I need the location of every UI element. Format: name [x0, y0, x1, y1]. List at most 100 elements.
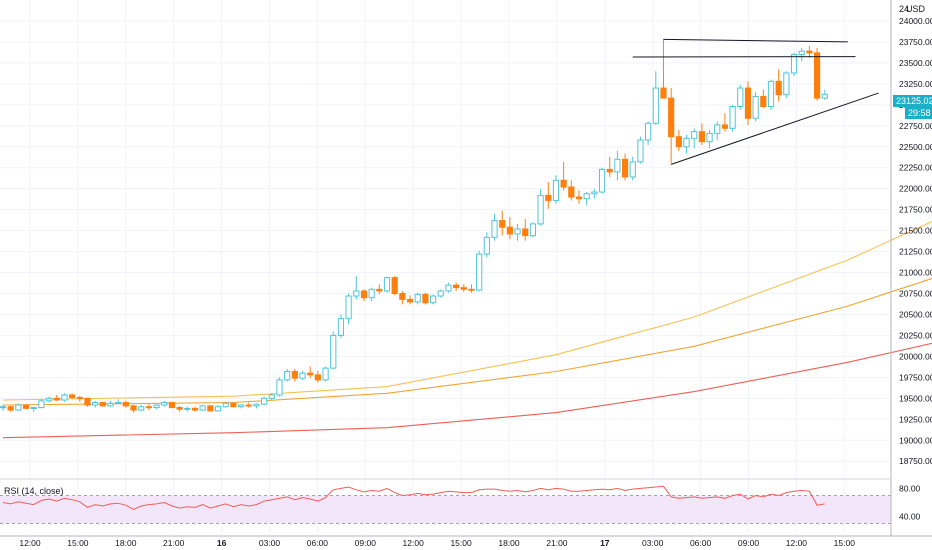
candle[interactable]	[414, 292, 421, 305]
candle[interactable]	[406, 295, 414, 305]
candle[interactable]	[345, 293, 352, 325]
candle[interactable]	[284, 368, 291, 382]
candle[interactable]	[115, 399, 122, 405]
candle[interactable]	[537, 188, 544, 226]
candle[interactable]	[130, 405, 137, 413]
candles[interactable]	[0, 39, 828, 413]
candle[interactable]	[775, 69, 782, 102]
candle[interactable]	[691, 128, 698, 149]
trendlines[interactable]	[632, 38, 879, 165]
candle[interactable]	[721, 113, 729, 132]
candle[interactable]	[99, 401, 106, 407]
candle[interactable]	[445, 282, 452, 293]
candle[interactable]	[291, 368, 298, 382]
candle[interactable]	[353, 275, 360, 300]
candle[interactable]	[214, 405, 222, 412]
candle[interactable]	[560, 161, 567, 191]
candle[interactable]	[729, 104, 736, 132]
candle[interactable]	[391, 275, 398, 296]
candle[interactable]	[591, 188, 598, 199]
candle[interactable]	[522, 218, 529, 241]
candle[interactable]	[714, 121, 721, 141]
candle[interactable]	[606, 156, 613, 177]
candle[interactable]	[529, 222, 537, 238]
candle[interactable]	[783, 71, 790, 99]
trendline-1[interactable]	[663, 38, 848, 43]
candle[interactable]	[476, 250, 483, 291]
candle[interactable]	[138, 405, 145, 411]
candle[interactable]	[429, 294, 437, 305]
candle[interactable]	[61, 393, 68, 402]
candle[interactable]	[376, 284, 383, 295]
candle[interactable]	[15, 403, 22, 411]
candle[interactable]	[168, 401, 176, 409]
trendline-3[interactable]	[670, 92, 879, 165]
candle[interactable]	[491, 213, 498, 241]
candle[interactable]	[207, 405, 214, 412]
candle[interactable]	[53, 394, 60, 401]
candle[interactable]	[545, 181, 552, 209]
candle[interactable]	[660, 39, 667, 99]
candle[interactable]	[422, 292, 429, 305]
candle[interactable]	[468, 284, 475, 293]
candle[interactable]	[675, 129, 682, 151]
candle[interactable]	[706, 129, 713, 149]
candle[interactable]	[483, 232, 490, 258]
candle[interactable]	[191, 406, 199, 412]
candle[interactable]	[737, 84, 744, 110]
candle[interactable]	[767, 79, 775, 110]
candle[interactable]	[253, 403, 260, 409]
candle[interactable]	[261, 396, 268, 406]
rsi-label[interactable]: RSI (14, close)	[4, 486, 64, 496]
candle[interactable]	[176, 405, 183, 412]
candle[interactable]	[514, 223, 521, 241]
candle[interactable]	[330, 331, 337, 369]
candle[interactable]	[813, 47, 821, 101]
candle[interactable]	[337, 314, 345, 338]
candle[interactable]	[76, 395, 83, 402]
candle[interactable]	[399, 290, 406, 305]
candle[interactable]	[30, 406, 37, 412]
rsi-pane[interactable]: RSI (14, close)	[0, 485, 891, 524]
candle[interactable]	[69, 393, 76, 400]
candle[interactable]	[629, 156, 636, 181]
candle[interactable]	[360, 289, 368, 302]
candle[interactable]	[122, 400, 129, 408]
candle[interactable]	[84, 397, 91, 407]
candle[interactable]	[499, 210, 506, 236]
candle[interactable]	[153, 404, 160, 410]
candle[interactable]	[652, 71, 659, 125]
candle[interactable]	[645, 121, 652, 146]
candle[interactable]	[568, 180, 575, 201]
candle[interactable]	[7, 405, 14, 412]
candle[interactable]	[806, 46, 813, 58]
candle[interactable]	[760, 89, 767, 109]
candle[interactable]	[237, 404, 245, 409]
candle[interactable]	[752, 92, 759, 122]
candle[interactable]	[307, 366, 314, 379]
candle[interactable]	[268, 393, 275, 401]
candle[interactable]	[276, 377, 283, 397]
candle[interactable]	[575, 190, 583, 204]
candle[interactable]	[437, 289, 444, 298]
candle[interactable]	[245, 402, 252, 408]
candle[interactable]	[299, 370, 306, 380]
candle[interactable]	[383, 276, 391, 293]
candle[interactable]	[598, 167, 606, 194]
candle[interactable]	[0, 405, 7, 411]
candle[interactable]	[184, 406, 191, 412]
candle[interactable]	[506, 217, 513, 239]
candle[interactable]	[552, 175, 560, 204]
candle[interactable]	[368, 287, 375, 302]
candle[interactable]	[161, 400, 168, 407]
candle[interactable]	[621, 153, 629, 181]
candle[interactable]	[614, 150, 621, 181]
candle[interactable]	[453, 282, 460, 291]
candle[interactable]	[460, 284, 467, 292]
candle[interactable]	[683, 135, 690, 154]
candle[interactable]	[145, 404, 153, 411]
candle[interactable]	[45, 396, 53, 403]
candle[interactable]	[798, 47, 805, 62]
candle[interactable]	[199, 405, 206, 411]
candle[interactable]	[583, 192, 590, 206]
